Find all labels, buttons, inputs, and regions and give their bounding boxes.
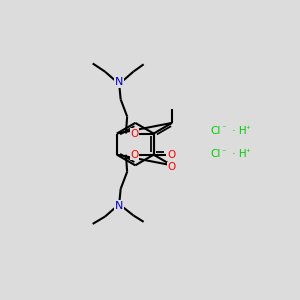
Text: ⁺: ⁺ <box>245 124 250 134</box>
Text: · H: · H <box>229 126 246 136</box>
Text: ⁻: ⁻ <box>221 124 226 134</box>
Text: O: O <box>131 150 139 160</box>
Text: · H: · H <box>229 149 246 159</box>
Text: N: N <box>115 201 123 211</box>
Text: Cl: Cl <box>210 126 221 136</box>
Text: O: O <box>168 162 176 172</box>
Text: ⁺: ⁺ <box>245 148 250 157</box>
Text: ⁻: ⁻ <box>221 148 226 157</box>
Text: O: O <box>131 128 139 139</box>
Text: O: O <box>167 150 176 160</box>
Text: Cl: Cl <box>210 149 221 159</box>
Text: N: N <box>115 77 123 87</box>
